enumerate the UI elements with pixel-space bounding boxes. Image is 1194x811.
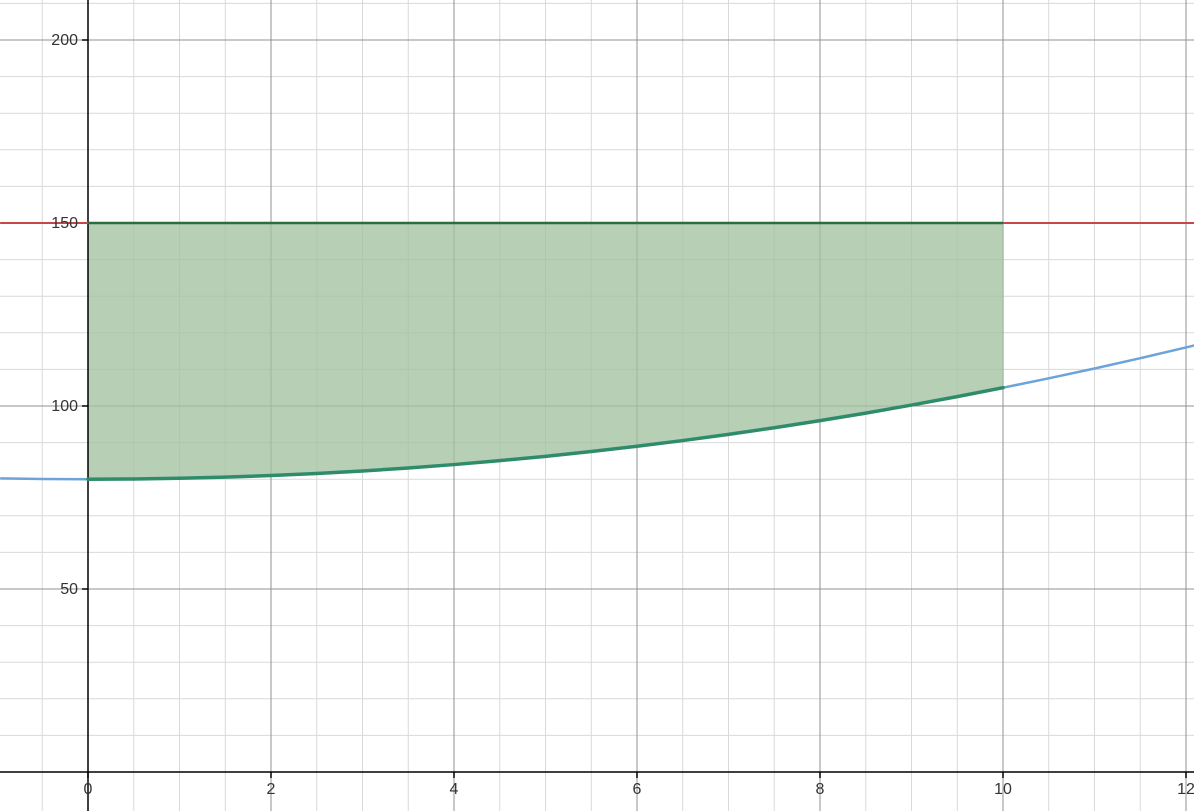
x-tick-label: 12 bbox=[1177, 781, 1194, 798]
x-tick-label: 0 bbox=[84, 781, 93, 798]
y-tick-label: 50 bbox=[60, 581, 78, 598]
x-tick-label: 6 bbox=[633, 781, 642, 798]
x-tick-label: 8 bbox=[816, 781, 825, 798]
y-tick-label: 100 bbox=[51, 398, 78, 415]
x-tick-label: 2 bbox=[267, 781, 276, 798]
xy-chart: 0 2 4 6 8 10 12 50 100 150 200 bbox=[0, 0, 1194, 811]
x-tick-label: 10 bbox=[994, 781, 1012, 798]
x-tick-label: 4 bbox=[450, 781, 459, 798]
y-tick-label: 150 bbox=[51, 215, 78, 232]
y-tick-label: 200 bbox=[51, 32, 78, 49]
